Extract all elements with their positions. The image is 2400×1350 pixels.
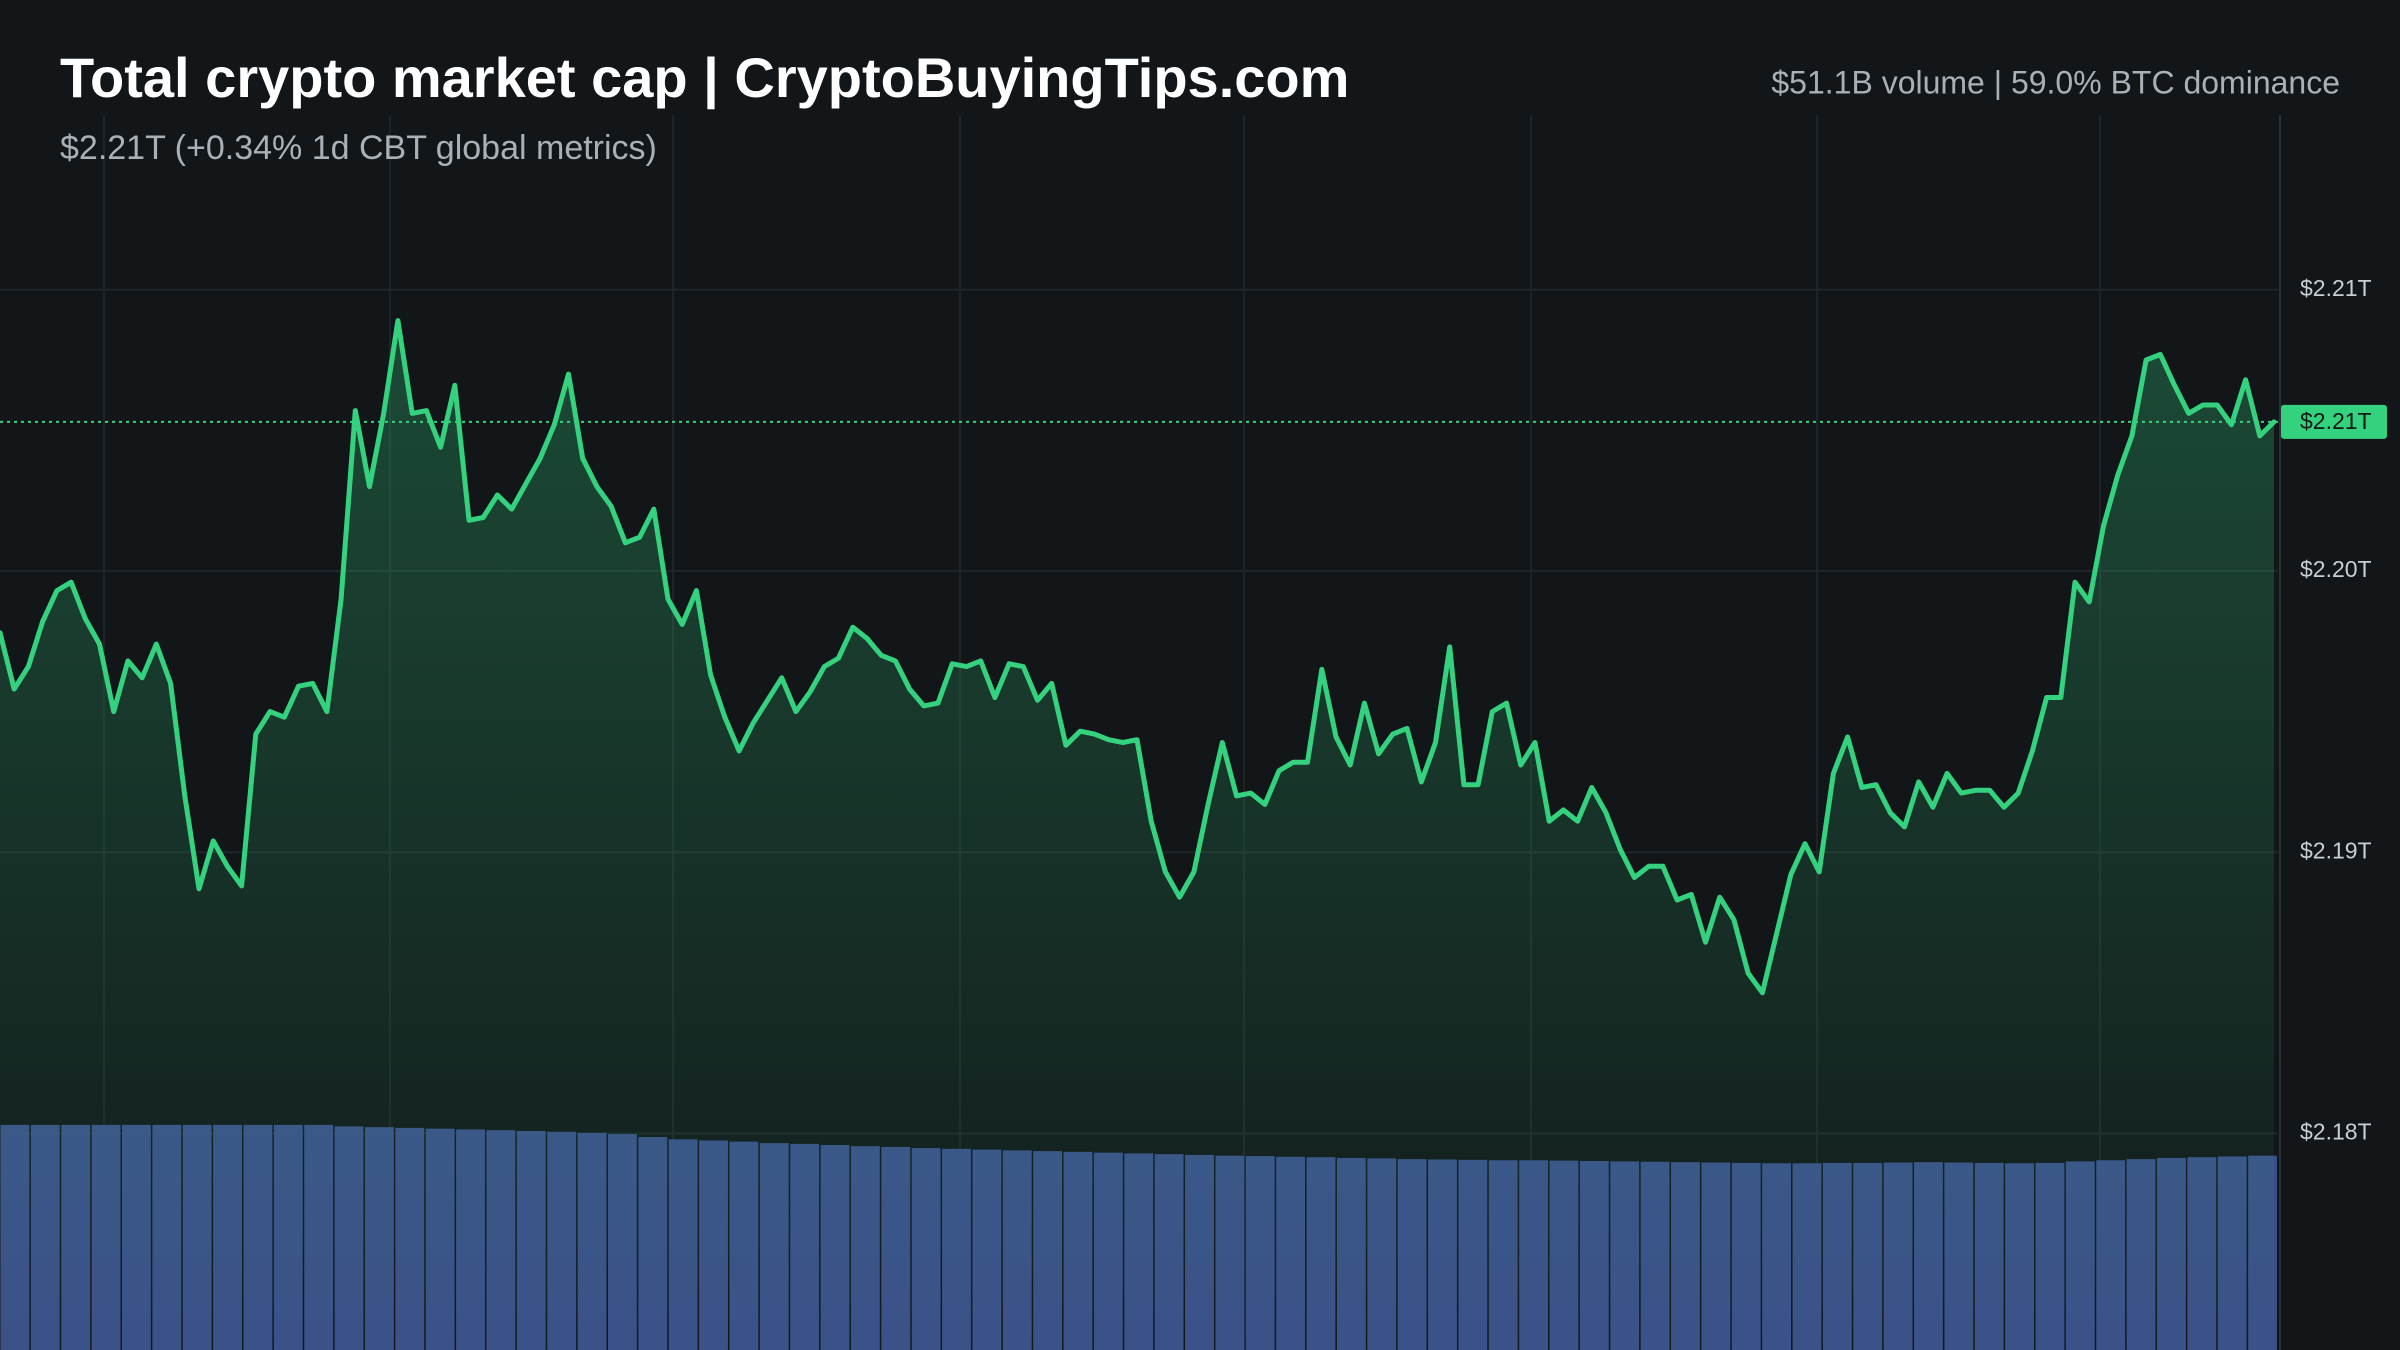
y-tick-label: $2.19T <box>2300 837 2372 863</box>
current-price-badge <box>2281 404 2387 439</box>
overlay: $2.21T $2.20T $2.19T $2.18T $2.21T <box>0 275 2387 1145</box>
y-tick-label: $2.20T <box>2300 556 2372 582</box>
chart-title: Total crypto market cap | CryptoBuyingTi… <box>60 46 1349 110</box>
area-fill <box>0 320 2274 1350</box>
y-tick-label: $2.18T <box>2300 1119 2372 1145</box>
price-line <box>0 318 2277 996</box>
series <box>0 318 2277 1350</box>
chart-subtitle: $2.21T (+0.34% 1d CBT global metrics) <box>60 129 657 167</box>
y-tick-label: $2.21T <box>2300 275 2372 301</box>
current-price-label: $2.21T <box>2300 408 2372 434</box>
market-stats: $51.1B volume | 59.0% BTC dominance <box>1771 64 2340 100</box>
